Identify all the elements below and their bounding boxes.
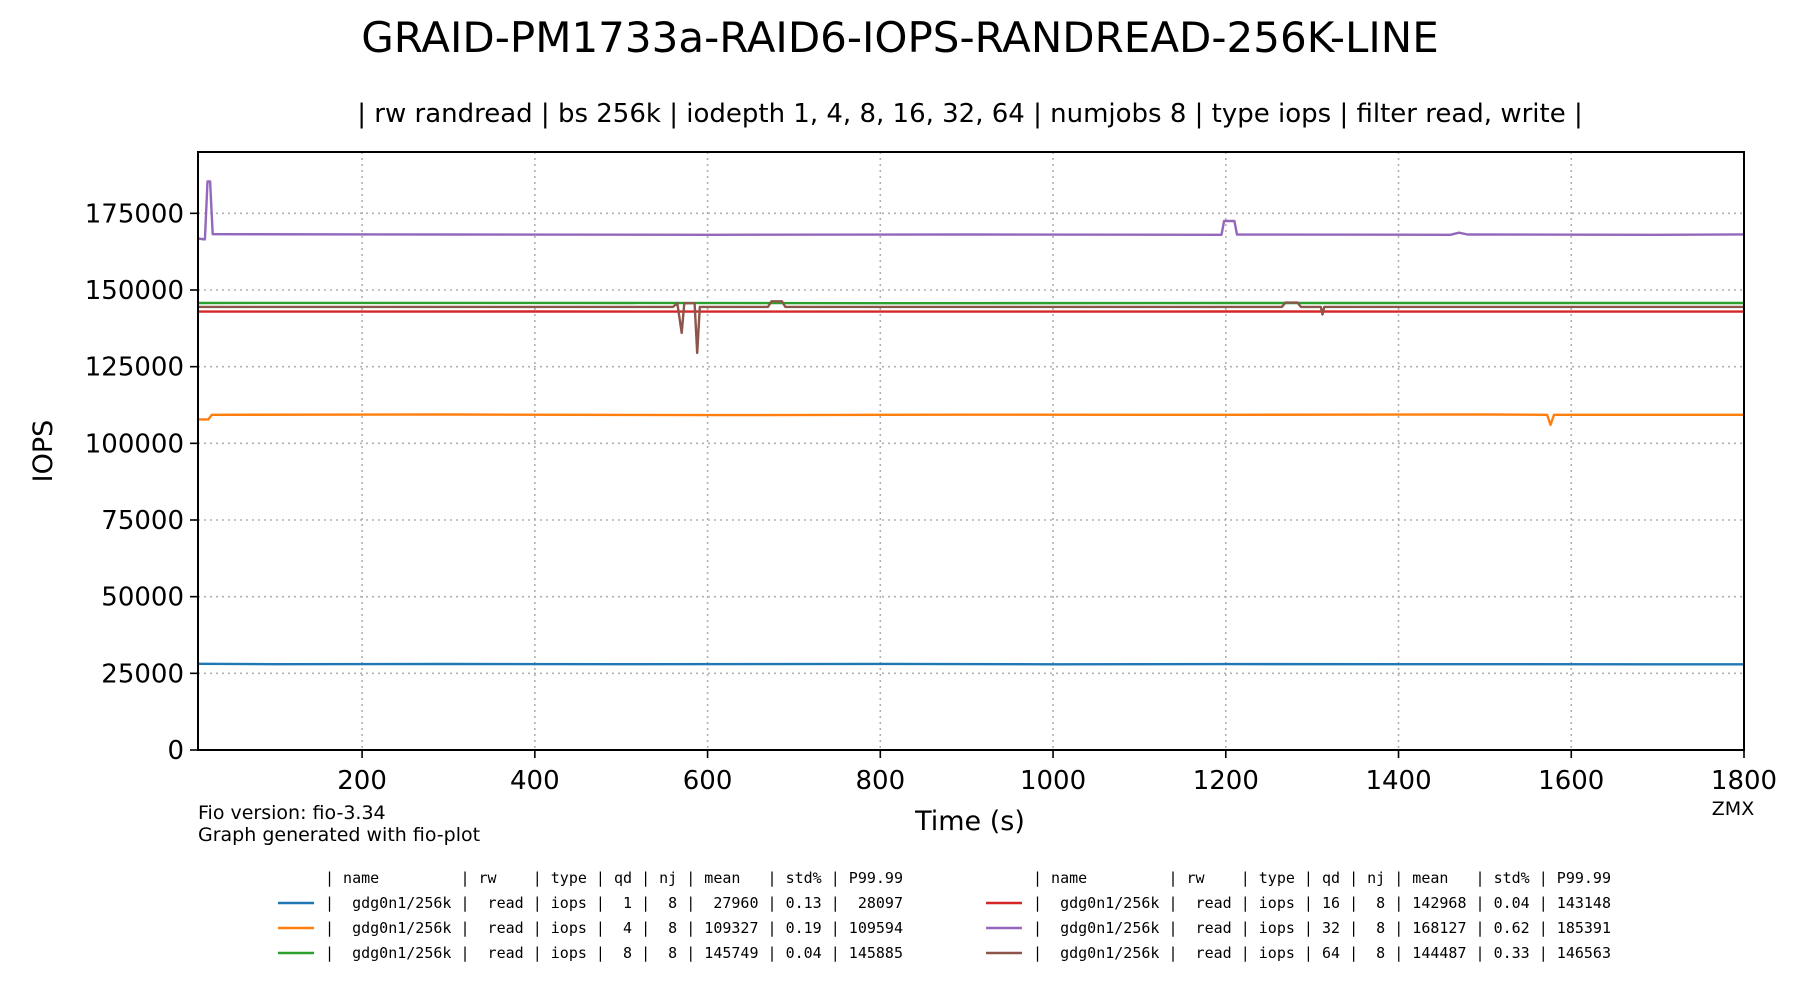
x-tick-label: 1600 [1538,766,1604,796]
y-tick-label: 25000 [101,659,184,689]
y-tick-label: 0 [167,736,184,766]
plot-area-frame [197,151,1745,751]
x-axis-label: Time (s) [914,806,1025,837]
x-tick-label: 1800 [1711,766,1777,796]
x-tick-label: 800 [855,766,905,796]
fio-version-note: Fio version: fio-3.34 [198,802,386,824]
legend-row: | gdg0n1/256k | read | iops | 1 | 8 | 27… [325,894,903,912]
legend-row: | gdg0n1/256k | read | iops | 32 | 8 | 1… [1033,919,1611,937]
y-tick-label: 50000 [101,583,184,613]
legend-row: | gdg0n1/256k | read | iops | 8 | 8 | 14… [325,944,903,962]
series-line-5 [197,180,1745,241]
series-line-2 [198,413,1744,427]
x-tick-label: 1000 [1020,766,1086,796]
y-axis-label: IOPS [28,420,59,483]
x-tick-label: 200 [337,766,387,796]
chart-subtitle: | rw randread | bs 256k | iodepth 1, 4, … [357,99,1582,129]
y-tick-label: 125000 [85,353,184,383]
x-ticks: 200 400 600 800 1000 1200 1400 1600 1800 [337,750,1777,796]
grid-lines [198,152,1744,750]
legend-header: | name | rw | type | qd | nj | mean | st… [325,869,903,887]
x-tick-label: 1200 [1193,766,1259,796]
legend-row: | gdg0n1/256k | read | iops | 64 | 8 | 1… [1033,944,1611,962]
y-tick-label: 175000 [85,199,184,229]
y-tick-label: 75000 [101,506,184,536]
chart-title: GRAID-PM1733a-RAID6-IOPS-RANDREAD-256K-L… [361,13,1439,62]
x-tick-label: 600 [683,766,733,796]
legend-row: | gdg0n1/256k | read | iops | 4 | 8 | 10… [325,919,903,937]
y-tick-label: 150000 [85,276,184,306]
y-ticks: 0 25000 50000 75000 100000 125000 150000 175000 [85,199,198,766]
legend-header: | name | rw | type | qd | nj | mean | st… [1033,869,1611,887]
series-line-6 [198,300,1744,355]
y-tick-label: 100000 [85,429,184,459]
series-line-1 [197,662,1745,666]
brand-mark: ZMX [1712,798,1754,820]
series-lines [197,180,1745,666]
x-tick-label: 1400 [1365,766,1431,796]
legend-row: | gdg0n1/256k | read | iops | 16 | 8 | 1… [1033,894,1611,912]
fio-plot-note: Graph generated with fio-plot [198,824,480,846]
legend-table: | name | rw | type | qd | nj | mean | st… [278,869,1611,962]
x-tick-label: 400 [510,766,560,796]
